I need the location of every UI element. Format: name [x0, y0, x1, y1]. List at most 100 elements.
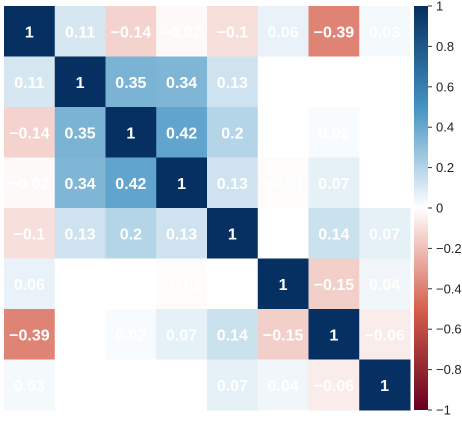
cell-value-label-r1-c2: 0.11	[65, 24, 95, 41]
heatmap-cell-r7-c1	[4, 309, 56, 360]
cell-value-label-r6-c1: 0.06	[14, 277, 45, 294]
heatmap-cell-r2-c7	[308, 56, 360, 108]
heatmap-cell-r5-c6	[257, 208, 309, 259]
colorbar-tick-label-10: −0.8	[436, 362, 462, 377]
heatmap-cell-r5-c3	[105, 208, 157, 259]
heatmap-cell-r7-c5	[207, 309, 259, 360]
cell-value-label-r3-c3: 1	[126, 125, 135, 142]
cell-value-label-r1-c4: −0.02	[161, 24, 202, 41]
heatmap-cell-r8-c8	[359, 359, 411, 411]
cell-value-label-r7-c7: 1	[329, 327, 338, 344]
heatmap-cell-r5-c7	[308, 208, 360, 259]
cell-value-label-r1-c3: −0.14	[111, 24, 152, 41]
heatmap-cell-r3-c5	[207, 107, 259, 158]
colorbar-tick-label-8: −0.4	[436, 281, 462, 296]
heatmap-cell-r6-c2	[54, 258, 106, 310]
heatmap-cell-r4-c5	[207, 157, 259, 209]
colorbar	[414, 6, 428, 410]
cell-value-label-r4-c2: 0.34	[65, 176, 96, 193]
cell-value-label-r7-c8: −0.06	[364, 327, 405, 344]
cell-value-label-r3-c7: 0.02	[318, 125, 349, 142]
colorbar-tick-label-5: 0.2	[436, 160, 454, 175]
cell-value-label-r4-c3: 0.42	[115, 176, 146, 193]
heatmap-cell-r6-c1	[4, 258, 56, 310]
heatmap-cell-r3-c1	[4, 107, 56, 158]
heatmap-cell-r4-c1	[4, 157, 56, 209]
cell-value-label-r1-c7: −0.39	[314, 24, 355, 41]
colorbar-tick-label-11: −1	[436, 403, 451, 417]
cell-value-label-r1-c6: 0.06	[268, 24, 299, 41]
heatmap-cell-r1-c4	[156, 6, 208, 57]
cell-value-label-r4-c4: 1	[177, 176, 186, 193]
cell-value-label-r1-c1: 1	[25, 24, 34, 41]
heatmap-cell-r8-c1	[4, 359, 56, 411]
cell-value-label-r3-c1: −0.14	[9, 125, 50, 142]
heatmap-cell-r8-c6	[257, 359, 309, 411]
heatmap-cell-r8-c2	[54, 359, 106, 411]
cell-value-label-r3-c5: 0.2	[221, 125, 243, 142]
heatmap-cell-r5-c5	[207, 208, 259, 259]
heatmap-cell-r2-c1	[4, 56, 56, 108]
heatmap-cell-r6-c8	[359, 258, 411, 310]
heatmap-cell-r7-c8	[359, 309, 411, 360]
heatmap-cell-r4-c3	[105, 157, 157, 209]
colorbar-tick-label-6: 0	[436, 201, 443, 216]
heatmap-cell-r2-c3	[105, 56, 157, 108]
cell-value-label-r5-c7: 0.14	[318, 226, 349, 243]
heatmap-cell-r6-c3	[105, 258, 157, 310]
cell-value-label-r2-c5: 0.13	[217, 75, 248, 92]
heatmap-cell-r3-c2	[54, 107, 106, 158]
cell-value-label-r6-c4: −0.01	[161, 277, 202, 294]
heatmap-cell-r7-c3	[105, 309, 157, 360]
heatmap-cell-r6-c6	[257, 258, 309, 310]
cell-value-label-r6-c8: 0.04	[369, 277, 400, 294]
heatmap-cell-r4-c8	[359, 157, 411, 209]
cell-value-label-r4-c5: 0.13	[217, 176, 248, 193]
cell-value-label-r5-c4: 0.13	[166, 226, 197, 243]
heatmap-cell-r8-c4	[156, 359, 208, 411]
heatmap-cell-r1-c2	[54, 6, 106, 57]
heatmap-cell-r2-c6	[257, 56, 309, 108]
heatmap-cell-r7-c2	[54, 309, 106, 360]
heatmap-cell-r6-c5	[207, 258, 259, 310]
cell-value-label-r5-c8: 0.07	[369, 226, 400, 243]
heatmap-cell-r2-c5	[207, 56, 259, 108]
heatmap-cell-r1-c8	[359, 6, 411, 57]
cell-value-label-r7-c4: 0.07	[166, 327, 197, 344]
heatmap-cell-r1-c7	[308, 6, 360, 57]
cell-value-label-r3-c2: 0.35	[65, 125, 96, 142]
cell-value-label-r6-c7: −0.15	[314, 277, 355, 294]
heatmap-cell-r8-c3	[105, 359, 157, 411]
cell-value-label-r5-c1: −0.1	[14, 226, 46, 243]
colorbar-tick-label-4: 0.4	[436, 120, 454, 135]
cell-value-label-r4-c7: 0.07	[318, 176, 349, 193]
heatmap-cell-r3-c7	[308, 107, 360, 158]
cell-value-label-r8-c1: 0.03	[14, 378, 45, 395]
colorbar-tick-label-9: −0.6	[436, 322, 462, 337]
heatmap-cell-r2-c2	[54, 56, 106, 108]
cell-value-label-r5-c3: 0.2	[120, 226, 142, 243]
heatmap-cell-r1-c5	[207, 6, 259, 57]
heatmap-cell-r8-c5	[207, 359, 259, 411]
cell-value-label-r7-c6: −0.15	[263, 327, 304, 344]
heatmap-cell-r3-c6	[257, 107, 309, 158]
heatmap-cell-r6-c4	[156, 258, 208, 310]
heatmap-cell-r7-c6	[257, 309, 309, 360]
heatmap-cell-r2-c8	[359, 56, 411, 108]
cell-value-label-r2-c1: 0.11	[14, 75, 44, 92]
heatmap-cell-r5-c1	[4, 208, 56, 259]
colorbar-tick-label-1: 1	[436, 0, 443, 14]
cell-value-label-r1-c5: −0.1	[217, 24, 249, 41]
cell-value-label-r6-c6: 1	[279, 277, 288, 294]
heatmap-cell-r4-c6	[257, 157, 309, 209]
heatmap-cell-r7-c7	[308, 309, 360, 360]
cell-value-label-r8-c5: 0.07	[217, 378, 248, 395]
heatmap-cell-r3-c3	[105, 107, 157, 158]
heatmap-cell-r5-c2	[54, 208, 106, 259]
heatmap-cell-r6-c7	[308, 258, 360, 310]
colorbar-tick-label-3: 0.6	[436, 79, 454, 94]
cell-value-label-r4-c1: −0.02	[9, 176, 50, 193]
heatmap-cell-r5-c4	[156, 208, 208, 259]
